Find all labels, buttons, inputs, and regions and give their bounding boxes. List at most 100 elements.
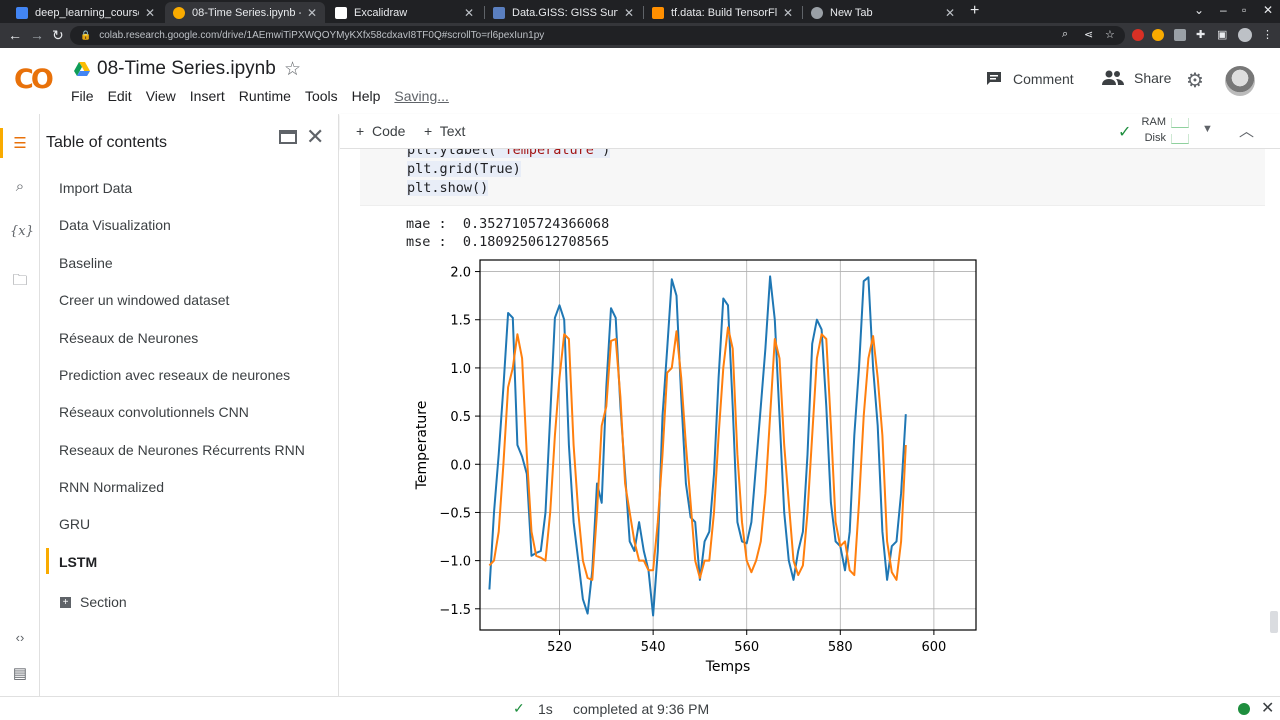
star-icon[interactable]: ☆ [284,59,302,80]
maximize-icon[interactable]: ▫ [1242,3,1247,17]
toc-item-windowed-dataset[interactable]: Creer un windowed dataset [59,292,230,308]
giss-favicon-icon [493,6,505,19]
saving-status[interactable]: Saving... [394,88,449,104]
toc-active-indicator [46,548,49,574]
url-omnibox[interactable]: 🔒 colab.research.google.com/drive/1AEmwi… [70,26,1125,45]
tab-close-icon[interactable]: ✕ [623,5,634,20]
menu-insert[interactable]: Insert [189,88,225,104]
code-cell[interactable]: plt.ylabel('Temperature') plt.grid(True)… [360,149,1265,206]
status-bar: ✓ 1s completed at 9:36 PM ✕ [0,696,1280,720]
code-ylabel-close: ) [602,149,611,158]
share-button[interactable]: Share [1102,70,1171,86]
puzzle-extensions-icon[interactable]: ✚ [1196,29,1206,41]
terminal-icon[interactable]: ▤ [12,665,28,682]
comment-button[interactable]: Comment [985,70,1074,88]
toc-item-import-data[interactable]: Import Data [59,180,133,196]
colab-extension-icon[interactable] [1152,29,1164,41]
browser-address-bar: ← → ↻ 🔒 colab.research.google.com/drive/… [0,23,1280,48]
toc-item-prediction[interactable]: Prediction avec reseaux de neurones [59,367,291,383]
share-label: Share [1134,70,1172,86]
y-tick-label: 0.5 [450,410,471,425]
minimize-icon[interactable]: – [1220,3,1227,17]
rail-active-indicator [0,128,3,158]
add-text-button[interactable]: + Text [424,123,466,139]
close-icon[interactable]: ✕ [306,124,325,149]
runtime-dropdown-icon[interactable]: ▼ [1202,123,1213,135]
plot-frame [479,259,977,631]
menu-runtime[interactable]: Runtime [238,88,291,104]
add-section-button[interactable]: + Section [60,594,127,610]
add-code-button[interactable]: + Code [356,123,406,139]
user-avatar[interactable] [1225,66,1255,96]
tab-close-icon[interactable]: ✕ [463,5,474,20]
excalidraw-favicon-icon [335,6,347,19]
browser-tab-active[interactable]: 08-Time Series.ipynb - Col ✕ [165,2,325,23]
tab-title: New Tab [830,6,873,19]
browser-tab[interactable]: Data.GISS: GISS Surface Te ✕ [485,2,642,23]
sidebar-icon[interactable]: ▣ [1217,29,1228,41]
y-tick-label: 2.0 [450,266,471,281]
bookmark-star-icon[interactable]: ☆ [1105,29,1115,41]
extension-icon[interactable] [1132,29,1144,41]
menu-view[interactable]: View [145,88,176,104]
scrollbar-handle[interactable] [1270,611,1278,633]
series-line-1 [488,326,907,581]
code-snippets-icon[interactable]: ‹› [15,630,25,645]
menu-tools[interactable]: Tools [304,88,338,104]
browser-tab[interactable]: Excalidraw ✕ [327,2,482,23]
forward-arrow-icon[interactable]: → [30,27,44,43]
toc-item-baseline[interactable]: Baseline [59,255,113,271]
status-check-icon: ✓ [513,700,525,716]
search-icon[interactable]: ⌕ [15,178,25,195]
tab-title: deep_learning_course - C [35,6,139,19]
y-tick-label: −1.5 [439,603,471,618]
toc-item-reseaux-neurones[interactable]: Réseaux de Neurones [59,330,199,346]
chevron-up-icon[interactable]: ︿ [1239,123,1255,140]
add-code-label: Code [371,123,406,139]
table-of-contents-icon[interactable]: ☰ [13,135,27,152]
share-page-icon[interactable]: ⋖ [1084,29,1094,41]
close-icon[interactable]: ✕ [1261,700,1275,717]
back-arrow-icon[interactable]: ← [8,27,22,43]
comment-icon [987,72,1001,85]
profile-avatar-icon[interactable] [1238,28,1252,42]
plus-box-icon: + [60,596,71,608]
tab-close-icon[interactable]: ✕ [944,5,955,20]
browser-tab[interactable]: tf.data: Build TensorFlow ✕ [644,2,801,23]
add-text-label: Text [439,123,466,139]
x-tick-label: 600 [921,640,946,655]
window-close-icon[interactable]: ✕ [1263,3,1274,17]
variables-icon[interactable]: {x} [10,224,34,239]
settings-gear-icon[interactable]: ⚙ [1186,70,1204,92]
toc-item-data-visualization[interactable]: Data Visualization [59,217,171,233]
toc-item-rnn[interactable]: Reseaux de Neurones Récurrents RNN [59,442,305,458]
browser-tab[interactable]: New Tab ✕ [803,2,963,23]
tab-search-chevron-icon[interactable]: ⌄ [1194,3,1205,17]
menu-help[interactable]: Help [351,88,381,104]
files-folder-icon[interactable]: 🗀 [12,272,28,289]
extension-icon[interactable] [1174,29,1186,41]
tab-close-icon[interactable]: ✕ [782,5,793,20]
new-tab-plus-icon[interactable]: + [970,2,980,19]
reload-icon[interactable]: ↻ [52,27,64,43]
toc-item-lstm[interactable]: LSTM [59,554,98,570]
execution-status[interactable]: completed at 9:36 PM [573,701,710,717]
colab-logo[interactable]: CO [14,64,54,95]
open-in-tab-icon[interactable] [279,130,297,144]
tab-close-icon[interactable]: ✕ [306,5,317,20]
toc-item-cnn[interactable]: Réseaux convolutionnels CNN [59,404,249,420]
google-drive-icon[interactable] [74,62,90,76]
toc-item-rnn-normalized[interactable]: RNN Normalized [59,479,165,495]
output-mse: mse : 0.1809250612708565 [406,234,610,250]
browser-menu-icon[interactable]: ⋮ [1262,29,1273,41]
menu-edit[interactable]: Edit [107,88,132,104]
tab-close-icon[interactable]: ✕ [144,5,155,20]
menu-file[interactable]: File [71,88,94,104]
toc-item-gru[interactable]: GRU [59,516,91,532]
code-grid-text: plt.grid(True) [407,161,521,177]
notebook-content: plt.ylabel('Temperature') plt.grid(True)… [340,149,1280,696]
browser-tab[interactable]: deep_learning_course - C ✕ [8,2,163,23]
tab-separator [802,6,803,19]
zoom-icon[interactable]: ⌕ [1062,28,1069,40]
notebook-title[interactable]: 08-Time Series.ipynb [97,58,276,79]
